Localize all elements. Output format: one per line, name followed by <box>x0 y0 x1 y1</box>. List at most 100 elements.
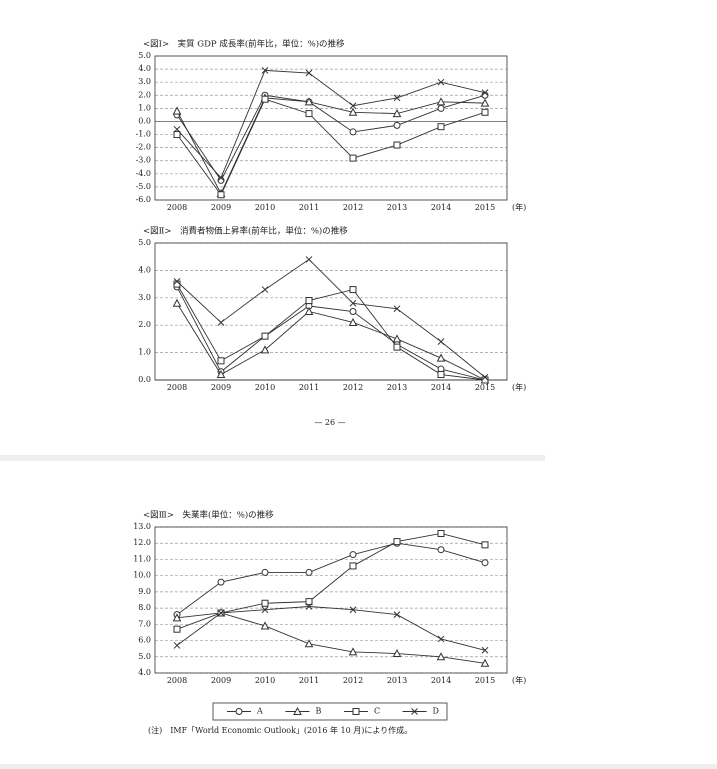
data-marker <box>349 606 357 614</box>
marker-square <box>393 141 401 149</box>
plot-frame <box>154 526 508 674</box>
legend-box <box>212 702 448 721</box>
marker-circle <box>261 568 269 576</box>
data-marker <box>437 546 445 554</box>
legend-marker <box>235 708 243 715</box>
data-marker <box>217 578 225 586</box>
marker-circle <box>349 128 357 136</box>
y-tick-label: 4.0 <box>138 265 151 274</box>
series-line <box>176 542 486 615</box>
data-marker <box>481 108 489 116</box>
data-marker <box>261 95 269 103</box>
x-tick-label: 2008 <box>167 203 187 212</box>
marker-triangle <box>216 369 226 379</box>
y-tick-label: 6.0 <box>138 636 151 645</box>
x-tick-label: 2015 <box>475 383 495 392</box>
x-unit: (年) <box>512 675 526 685</box>
data-marker <box>173 278 181 285</box>
marker-triangle <box>172 298 182 307</box>
data-marker <box>437 78 445 86</box>
marker-circle <box>437 104 445 112</box>
data-marker <box>349 102 357 110</box>
marker-x <box>305 256 313 263</box>
data-marker <box>293 706 302 715</box>
data-marker <box>304 306 314 315</box>
y-tick-label: 2.0 <box>138 320 151 329</box>
marker-x <box>217 319 225 326</box>
marker-x <box>305 69 313 77</box>
x-tick-label: 2015 <box>475 676 495 685</box>
x-tick-label: 2009 <box>211 203 231 212</box>
series-line <box>176 612 486 664</box>
data-marker <box>261 568 269 576</box>
data-marker <box>393 611 401 618</box>
marker-square <box>261 599 269 607</box>
marker-square <box>393 343 401 351</box>
y-tick-label: 3.0 <box>138 77 151 86</box>
data-marker <box>393 94 401 102</box>
x-tick-label: 2011 <box>299 676 319 685</box>
y-tick-label: -4.0 <box>136 169 151 178</box>
legend-label: B <box>316 707 322 716</box>
data-marker <box>217 357 225 365</box>
y-tick-label: 5.0 <box>138 652 151 661</box>
marker-triangle <box>304 306 314 315</box>
data-marker <box>261 67 269 74</box>
data-marker <box>349 286 357 294</box>
legend-marker <box>293 706 302 715</box>
data-marker <box>480 658 490 667</box>
marker-x <box>349 102 357 110</box>
y-tick-label: 1.0 <box>138 348 151 357</box>
legend-label: A <box>256 707 263 716</box>
data-marker <box>437 635 445 643</box>
marker-x <box>261 286 269 293</box>
page-separator <box>0 764 717 769</box>
marker-square <box>217 191 225 199</box>
marker-square <box>352 708 360 715</box>
x-tick-label: 2011 <box>299 383 319 392</box>
chart-title: <図Ⅰ> 実質 GDP 成長率(前年比，単位：%)の推移 <box>143 39 345 50</box>
x-tick-label: 2013 <box>387 676 407 685</box>
marker-x <box>261 606 269 614</box>
data-marker <box>216 369 226 379</box>
marker-square <box>437 123 445 131</box>
marker-circle <box>393 121 401 129</box>
series-line <box>176 98 486 196</box>
marker-square <box>481 108 489 116</box>
marker-square <box>437 529 445 537</box>
data-marker <box>437 529 445 537</box>
data-marker <box>261 286 269 293</box>
data-marker <box>481 646 489 654</box>
marker-circle <box>481 559 489 567</box>
legend-label: C <box>374 707 380 716</box>
y-tick-label: 8.0 <box>138 603 151 612</box>
data-marker <box>349 551 357 559</box>
marker-square <box>305 297 313 305</box>
data-marker <box>349 128 357 136</box>
y-tick-label: 10.0 <box>133 571 151 580</box>
data-marker <box>437 104 445 112</box>
series-line <box>176 97 486 195</box>
x-tick-label: 2008 <box>167 676 187 685</box>
marker-circle <box>305 568 313 576</box>
x-tick-label: 2010 <box>255 203 275 212</box>
y-tick-label: 5.0 <box>138 238 151 247</box>
data-marker <box>260 621 270 630</box>
data-marker <box>392 334 402 343</box>
data-marker <box>480 98 490 107</box>
marker-x <box>437 635 445 643</box>
data-marker <box>349 308 357 315</box>
data-marker <box>481 559 489 567</box>
legend-label: D <box>433 707 439 716</box>
marker-triangle <box>304 639 314 648</box>
data-marker <box>411 708 418 715</box>
legend-marker <box>411 708 418 715</box>
data-marker <box>172 106 182 115</box>
data-marker <box>217 174 225 182</box>
marker-triangle <box>348 647 358 656</box>
x-tick-label: 2014 <box>431 383 451 392</box>
series-line <box>176 606 486 651</box>
marker-triangle <box>436 97 446 106</box>
page-number: — 26 — <box>314 418 345 427</box>
